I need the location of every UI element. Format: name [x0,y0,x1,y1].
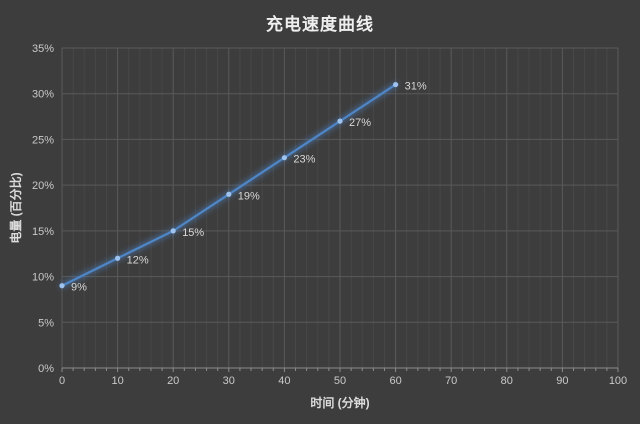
data-label: 12% [127,254,149,266]
data-label: 19% [238,190,260,202]
x-tick-label: 70 [445,375,457,387]
data-label: 27% [349,117,371,129]
y-tick-label: 25% [32,134,54,146]
data-point [337,118,343,124]
x-tick-label: 0 [59,375,65,387]
y-tick-label: 0% [38,363,54,375]
data-point [170,228,176,234]
data-point [226,191,232,197]
x-tick-label: 90 [556,375,568,387]
x-tick-label: 40 [278,375,290,387]
y-tick-label: 35% [32,43,54,55]
data-label: 23% [293,154,315,166]
x-tick-label: 60 [389,375,401,387]
data-point [281,155,287,161]
data-label: 9% [71,282,87,294]
y-tick-label: 5% [38,317,54,329]
data-label: 15% [182,227,204,239]
data-point [393,81,399,88]
y-tick-label: 30% [32,89,54,101]
y-tick-label: 15% [32,226,54,238]
x-axis-title: 时间 (分钟) [310,395,369,410]
x-tick-label: 100 [609,375,627,387]
data-label: 31% [405,81,427,93]
y-axis-title: 电量 (百分比) [8,172,23,243]
x-tick-label: 80 [501,375,513,387]
x-tick-label: 30 [223,375,235,387]
data-point [59,283,65,289]
x-tick-label: 20 [167,375,179,387]
chart-title: 充电速度曲线 [266,15,374,34]
x-tick-label: 50 [334,375,346,387]
y-tick-label: 20% [32,180,54,192]
data-point [115,255,121,261]
x-tick-label: 10 [111,375,123,387]
y-tick-label: 10% [32,272,54,284]
